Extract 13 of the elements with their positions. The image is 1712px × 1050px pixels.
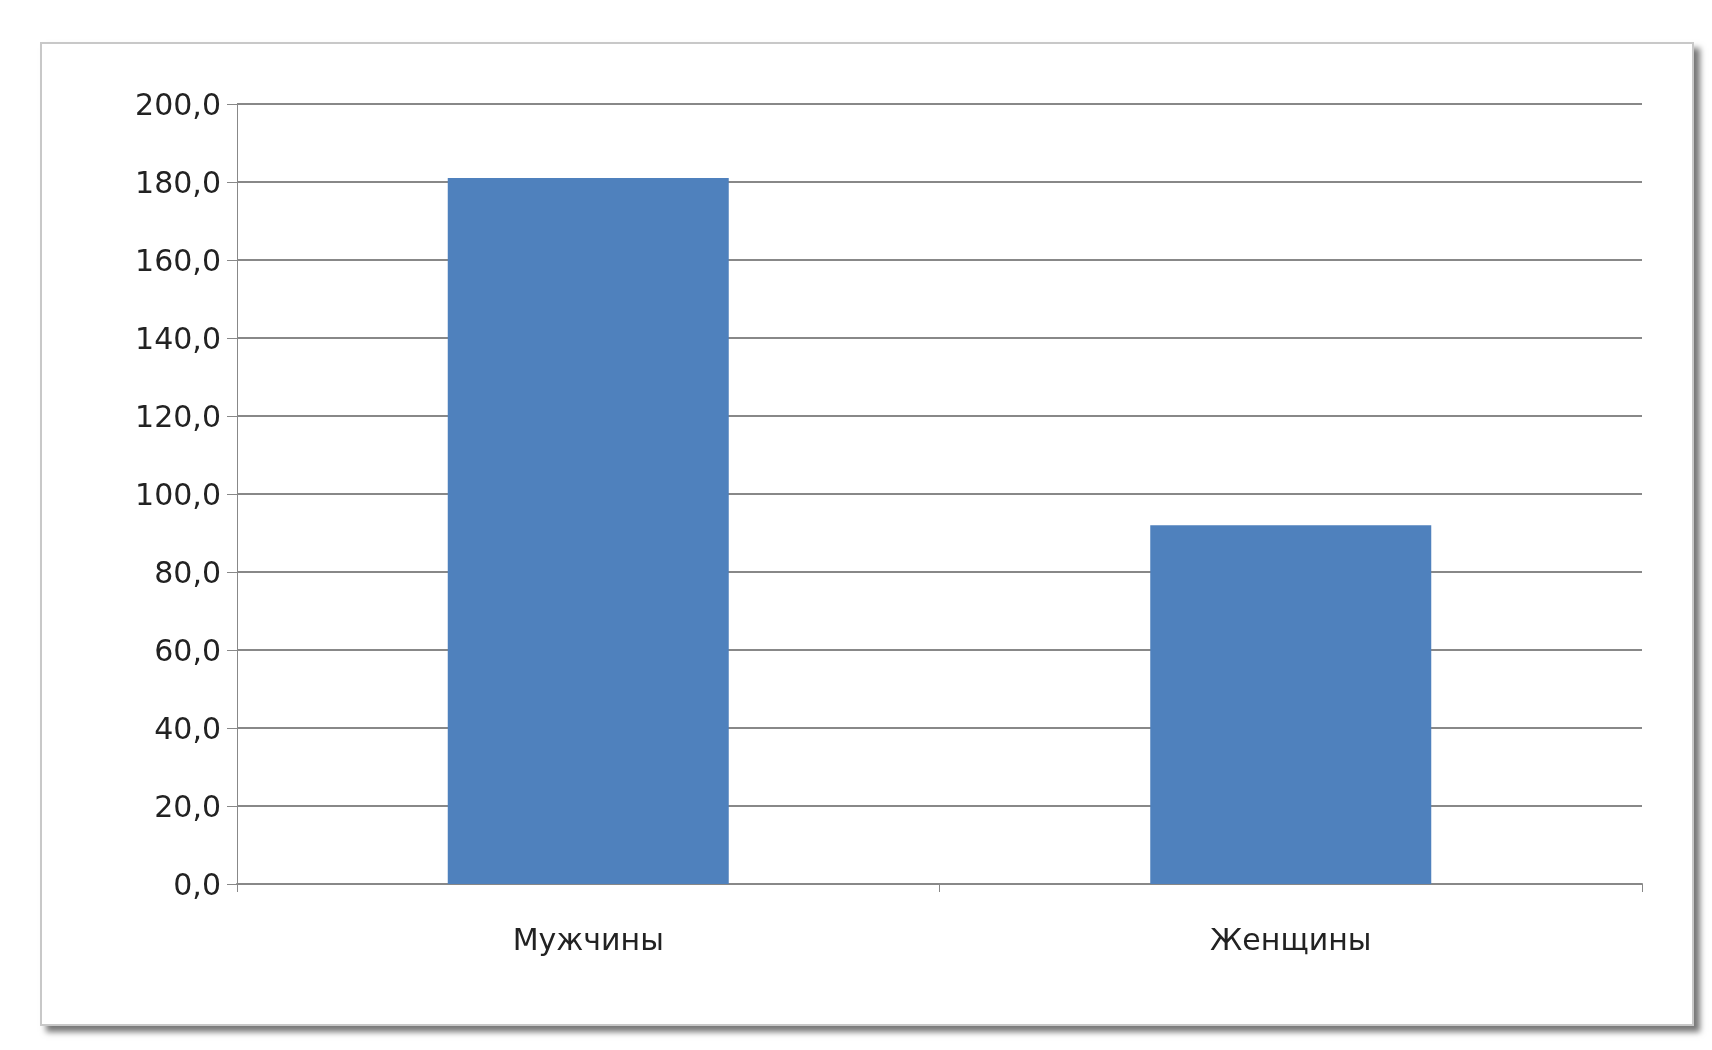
- y-tick-label: 80,0: [154, 554, 221, 590]
- y-tick-label: 140,0: [135, 320, 221, 356]
- y-tick-label: 20,0: [154, 788, 221, 824]
- y-tick-label: 120,0: [135, 398, 221, 434]
- y-tick-label: 40,0: [154, 710, 221, 746]
- x-tick-label: Женщины: [1210, 921, 1372, 957]
- y-tick-label: 200,0: [135, 86, 221, 122]
- y-tick-label: 0,0: [173, 866, 221, 902]
- x-tick-label: Мужчины: [512, 921, 664, 957]
- y-tick-label: 60,0: [154, 632, 221, 668]
- y-tick-label: 160,0: [135, 242, 221, 278]
- y-tick-label: 100,0: [135, 476, 221, 512]
- y-tick-label: 180,0: [135, 164, 221, 200]
